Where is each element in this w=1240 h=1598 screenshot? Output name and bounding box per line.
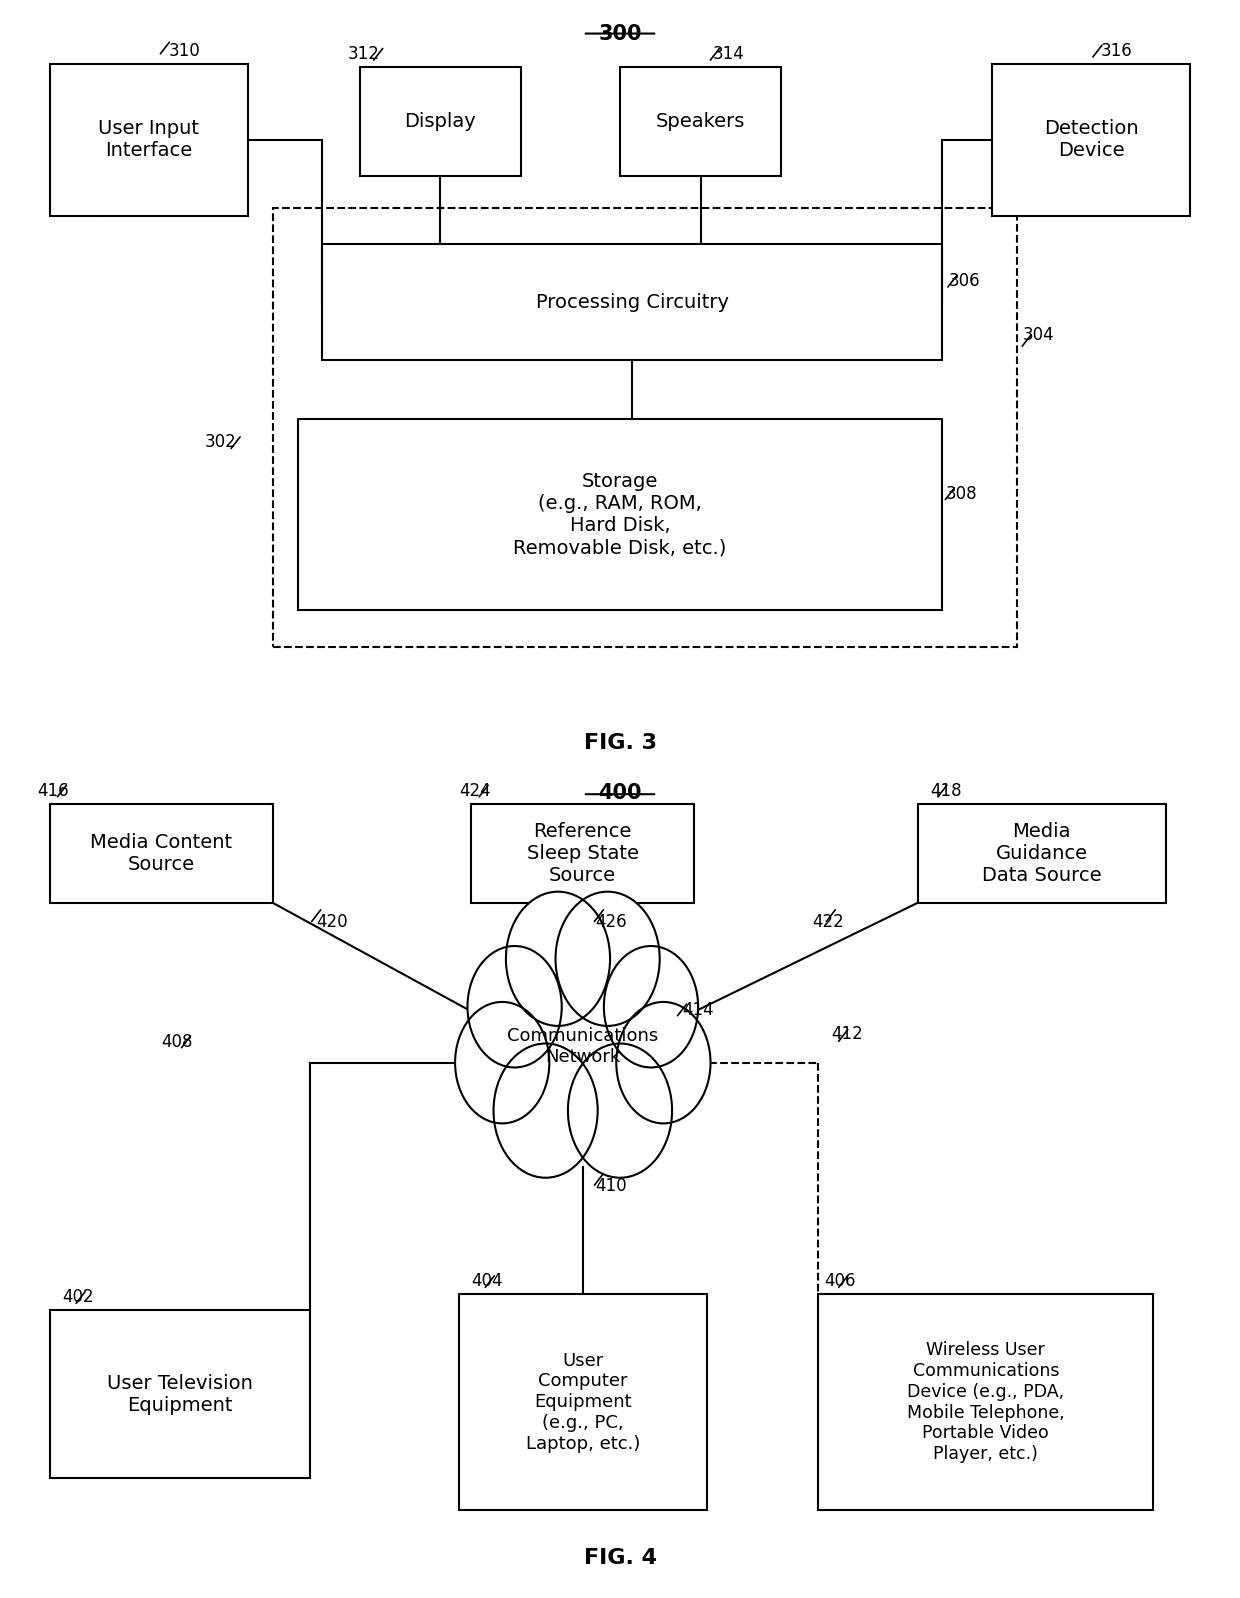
Text: 414: 414 (682, 1000, 714, 1020)
Text: Media
Guidance
Data Source: Media Guidance Data Source (982, 821, 1101, 885)
Text: Wireless User
Communications
Device (e.g., PDA,
Mobile Telephone,
Portable Video: Wireless User Communications Device (e.g… (906, 1341, 1065, 1464)
FancyBboxPatch shape (50, 804, 273, 903)
Text: 308: 308 (946, 484, 978, 503)
Text: 408: 408 (161, 1032, 192, 1051)
Text: 304: 304 (1023, 326, 1055, 344)
Text: Reference
Sleep State
Source: Reference Sleep State Source (527, 821, 639, 885)
Text: User Input
Interface: User Input Interface (98, 120, 200, 160)
Text: 400: 400 (598, 783, 642, 804)
Text: Processing Circuitry: Processing Circuitry (536, 292, 729, 312)
Text: Display: Display (404, 112, 476, 131)
Circle shape (506, 892, 610, 1026)
Text: 424: 424 (459, 781, 491, 801)
Text: Communications
Network: Communications Network (507, 1028, 658, 1066)
Text: 422: 422 (812, 912, 844, 932)
Text: 300: 300 (598, 24, 642, 45)
FancyBboxPatch shape (992, 64, 1190, 216)
Text: 420: 420 (316, 912, 348, 932)
FancyBboxPatch shape (459, 1294, 707, 1510)
Text: Storage
(e.g., RAM, ROM,
Hard Disk,
Removable Disk, etc.): Storage (e.g., RAM, ROM, Hard Disk, Remo… (513, 471, 727, 558)
Text: 410: 410 (595, 1176, 627, 1195)
Text: User
Computer
Equipment
(e.g., PC,
Laptop, etc.): User Computer Equipment (e.g., PC, Lapto… (526, 1352, 640, 1453)
Text: User Television
Equipment: User Television Equipment (107, 1374, 253, 1414)
FancyBboxPatch shape (818, 1294, 1153, 1510)
FancyBboxPatch shape (620, 67, 781, 176)
Text: 416: 416 (37, 781, 69, 801)
Text: 314: 314 (713, 45, 745, 64)
Text: 306: 306 (949, 272, 981, 291)
Text: Detection
Device: Detection Device (1044, 120, 1138, 160)
Text: 406: 406 (825, 1272, 856, 1291)
Text: 402: 402 (62, 1288, 94, 1307)
Circle shape (467, 946, 562, 1067)
Text: 302: 302 (205, 433, 237, 452)
Text: 310: 310 (169, 42, 201, 61)
Circle shape (494, 1043, 598, 1178)
Text: 426: 426 (595, 912, 627, 932)
Circle shape (455, 1002, 549, 1123)
Text: Media Content
Source: Media Content Source (91, 833, 232, 874)
FancyBboxPatch shape (918, 804, 1166, 903)
FancyBboxPatch shape (50, 1310, 310, 1478)
Text: 404: 404 (471, 1272, 502, 1291)
Text: FIG. 3: FIG. 3 (584, 733, 656, 753)
FancyBboxPatch shape (322, 244, 942, 360)
Circle shape (604, 946, 698, 1067)
FancyBboxPatch shape (471, 804, 694, 903)
FancyBboxPatch shape (360, 67, 521, 176)
Circle shape (521, 967, 645, 1127)
Circle shape (556, 892, 660, 1026)
Circle shape (568, 1043, 672, 1178)
Text: FIG. 4: FIG. 4 (584, 1548, 656, 1568)
Text: 412: 412 (831, 1024, 863, 1043)
FancyBboxPatch shape (50, 64, 248, 216)
Text: 312: 312 (347, 45, 379, 64)
Text: 418: 418 (930, 781, 962, 801)
Text: Speakers: Speakers (656, 112, 745, 131)
Circle shape (616, 1002, 711, 1123)
FancyBboxPatch shape (298, 419, 942, 610)
Text: 316: 316 (1101, 42, 1133, 61)
